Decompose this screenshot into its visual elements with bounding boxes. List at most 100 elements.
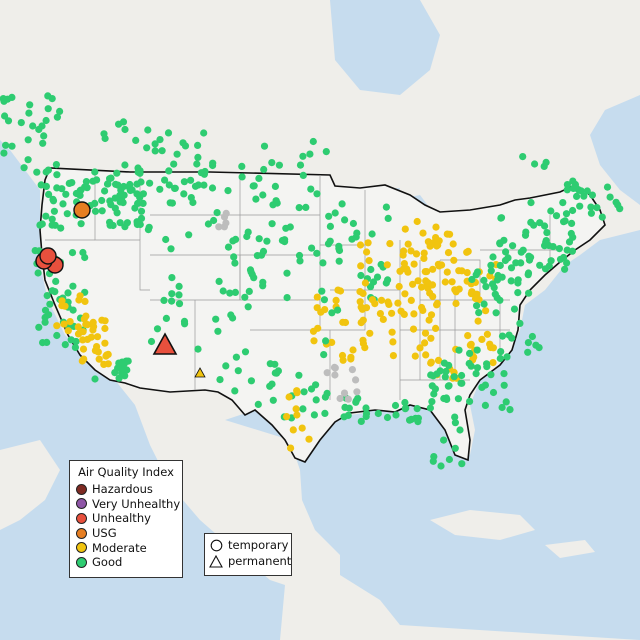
monitor-dot <box>302 203 310 211</box>
monitor-dot <box>292 405 300 413</box>
monitor-dot <box>308 244 316 252</box>
monitor-dot <box>68 249 77 257</box>
monitor-dot <box>326 237 334 245</box>
monitor-dot <box>394 299 402 307</box>
monitor-dot <box>275 161 283 169</box>
monitor-dot <box>414 277 422 285</box>
monitor-dot <box>81 183 89 191</box>
monitor-dot <box>409 325 418 333</box>
monitor-dot <box>356 241 365 249</box>
monitor-dot <box>181 142 190 150</box>
monitor-dot <box>449 240 457 248</box>
monitor-triangle-unhealthy <box>152 332 178 355</box>
monitor-dot <box>563 186 571 194</box>
monitor-dot <box>74 323 82 331</box>
monitor-dot <box>464 332 472 340</box>
monitor-dot <box>252 195 260 203</box>
monitor-dot <box>519 246 527 254</box>
monitor-dot <box>547 207 555 215</box>
monitor-dot <box>160 296 168 304</box>
monitor-dot <box>273 369 281 377</box>
monitor-dot <box>91 168 99 176</box>
legend-item-very-unhealthy: Very Unhealthy <box>70 497 182 512</box>
monitor-dot <box>432 324 440 332</box>
monitor-dot <box>180 178 188 186</box>
monitor-dot <box>115 359 123 367</box>
monitor-dot <box>431 385 439 393</box>
monitor-dot <box>323 369 331 377</box>
monitor-dot <box>407 247 415 255</box>
monitor-dot <box>391 401 400 410</box>
monitor-dot <box>332 296 340 304</box>
legend-swatch-very-unhealthy <box>76 498 87 510</box>
monitor-dot <box>50 207 59 215</box>
monitor-dot <box>124 357 132 365</box>
monitor-dot <box>458 460 466 468</box>
monitor-dot <box>500 370 508 378</box>
monitor-dot <box>583 187 591 195</box>
monitor-dot <box>260 142 269 150</box>
monitor-dot <box>8 142 16 150</box>
monitor-dot <box>26 101 34 109</box>
monitor-dot <box>357 262 365 270</box>
monitor-dot <box>295 204 303 212</box>
monitor-dot <box>339 356 347 364</box>
monitor-dot <box>516 319 524 327</box>
monitor-dot <box>263 237 271 245</box>
monitor-dot <box>496 354 504 363</box>
legend-item-moderate: Moderate <box>70 540 182 555</box>
monitor-dot <box>116 219 124 227</box>
monitor-dot <box>473 302 481 310</box>
monitor-dot <box>215 223 223 231</box>
monitor-dot <box>340 389 349 397</box>
monitor-dot <box>448 278 456 286</box>
monitor-dot <box>489 388 498 397</box>
monitor-dot <box>144 126 152 134</box>
monitor-dot <box>107 174 115 182</box>
monitor-dot <box>522 228 530 236</box>
monitor-dot <box>106 197 114 205</box>
monitor-dot <box>367 265 375 274</box>
monitor-dot <box>89 318 97 326</box>
monitor-dot <box>552 212 561 220</box>
legend-label: Unhealthy <box>92 511 151 526</box>
legend-item-good: Good <box>70 555 182 570</box>
monitor-dot <box>412 250 421 258</box>
monitor-dot <box>487 371 495 379</box>
monitor-dot <box>58 297 66 305</box>
monitor-dot <box>60 320 68 328</box>
monitor-dot <box>473 364 482 372</box>
monitor-dot <box>287 444 295 452</box>
monitor-dot <box>502 398 510 406</box>
monitor-dot-highlight <box>73 201 91 219</box>
monitor-dot <box>481 401 489 409</box>
monitor-dot <box>384 276 392 284</box>
monitor-dot <box>445 382 453 390</box>
monitor-dot <box>335 245 343 253</box>
monitor-dot <box>214 327 222 335</box>
monitor-dot <box>406 416 414 424</box>
monitor-dot <box>429 265 437 273</box>
shape-legend-temporary: temporary <box>205 537 291 553</box>
monitor-dot <box>368 230 376 238</box>
monitor-dot <box>321 409 329 417</box>
monitor-dot <box>247 377 255 385</box>
monitor-dot <box>134 199 142 208</box>
monitor-dot <box>466 397 474 405</box>
monitor-dot <box>348 235 356 243</box>
monitor-dot <box>336 394 344 403</box>
monitor-dot <box>386 240 394 248</box>
monitor-dot <box>422 351 430 359</box>
monitor-dot <box>376 310 384 318</box>
monitor-dot <box>568 219 576 227</box>
monitor-dot <box>210 216 218 225</box>
monitor-dot <box>452 299 460 308</box>
monitor-dot <box>79 336 87 344</box>
monitor-dot <box>153 325 162 333</box>
monitor-dot <box>61 302 69 310</box>
monitor-dot <box>458 371 466 380</box>
monitor-dot <box>361 279 369 287</box>
monitor-dot <box>413 217 421 226</box>
monitor-dot <box>338 200 346 208</box>
monitor-dot <box>79 328 87 336</box>
